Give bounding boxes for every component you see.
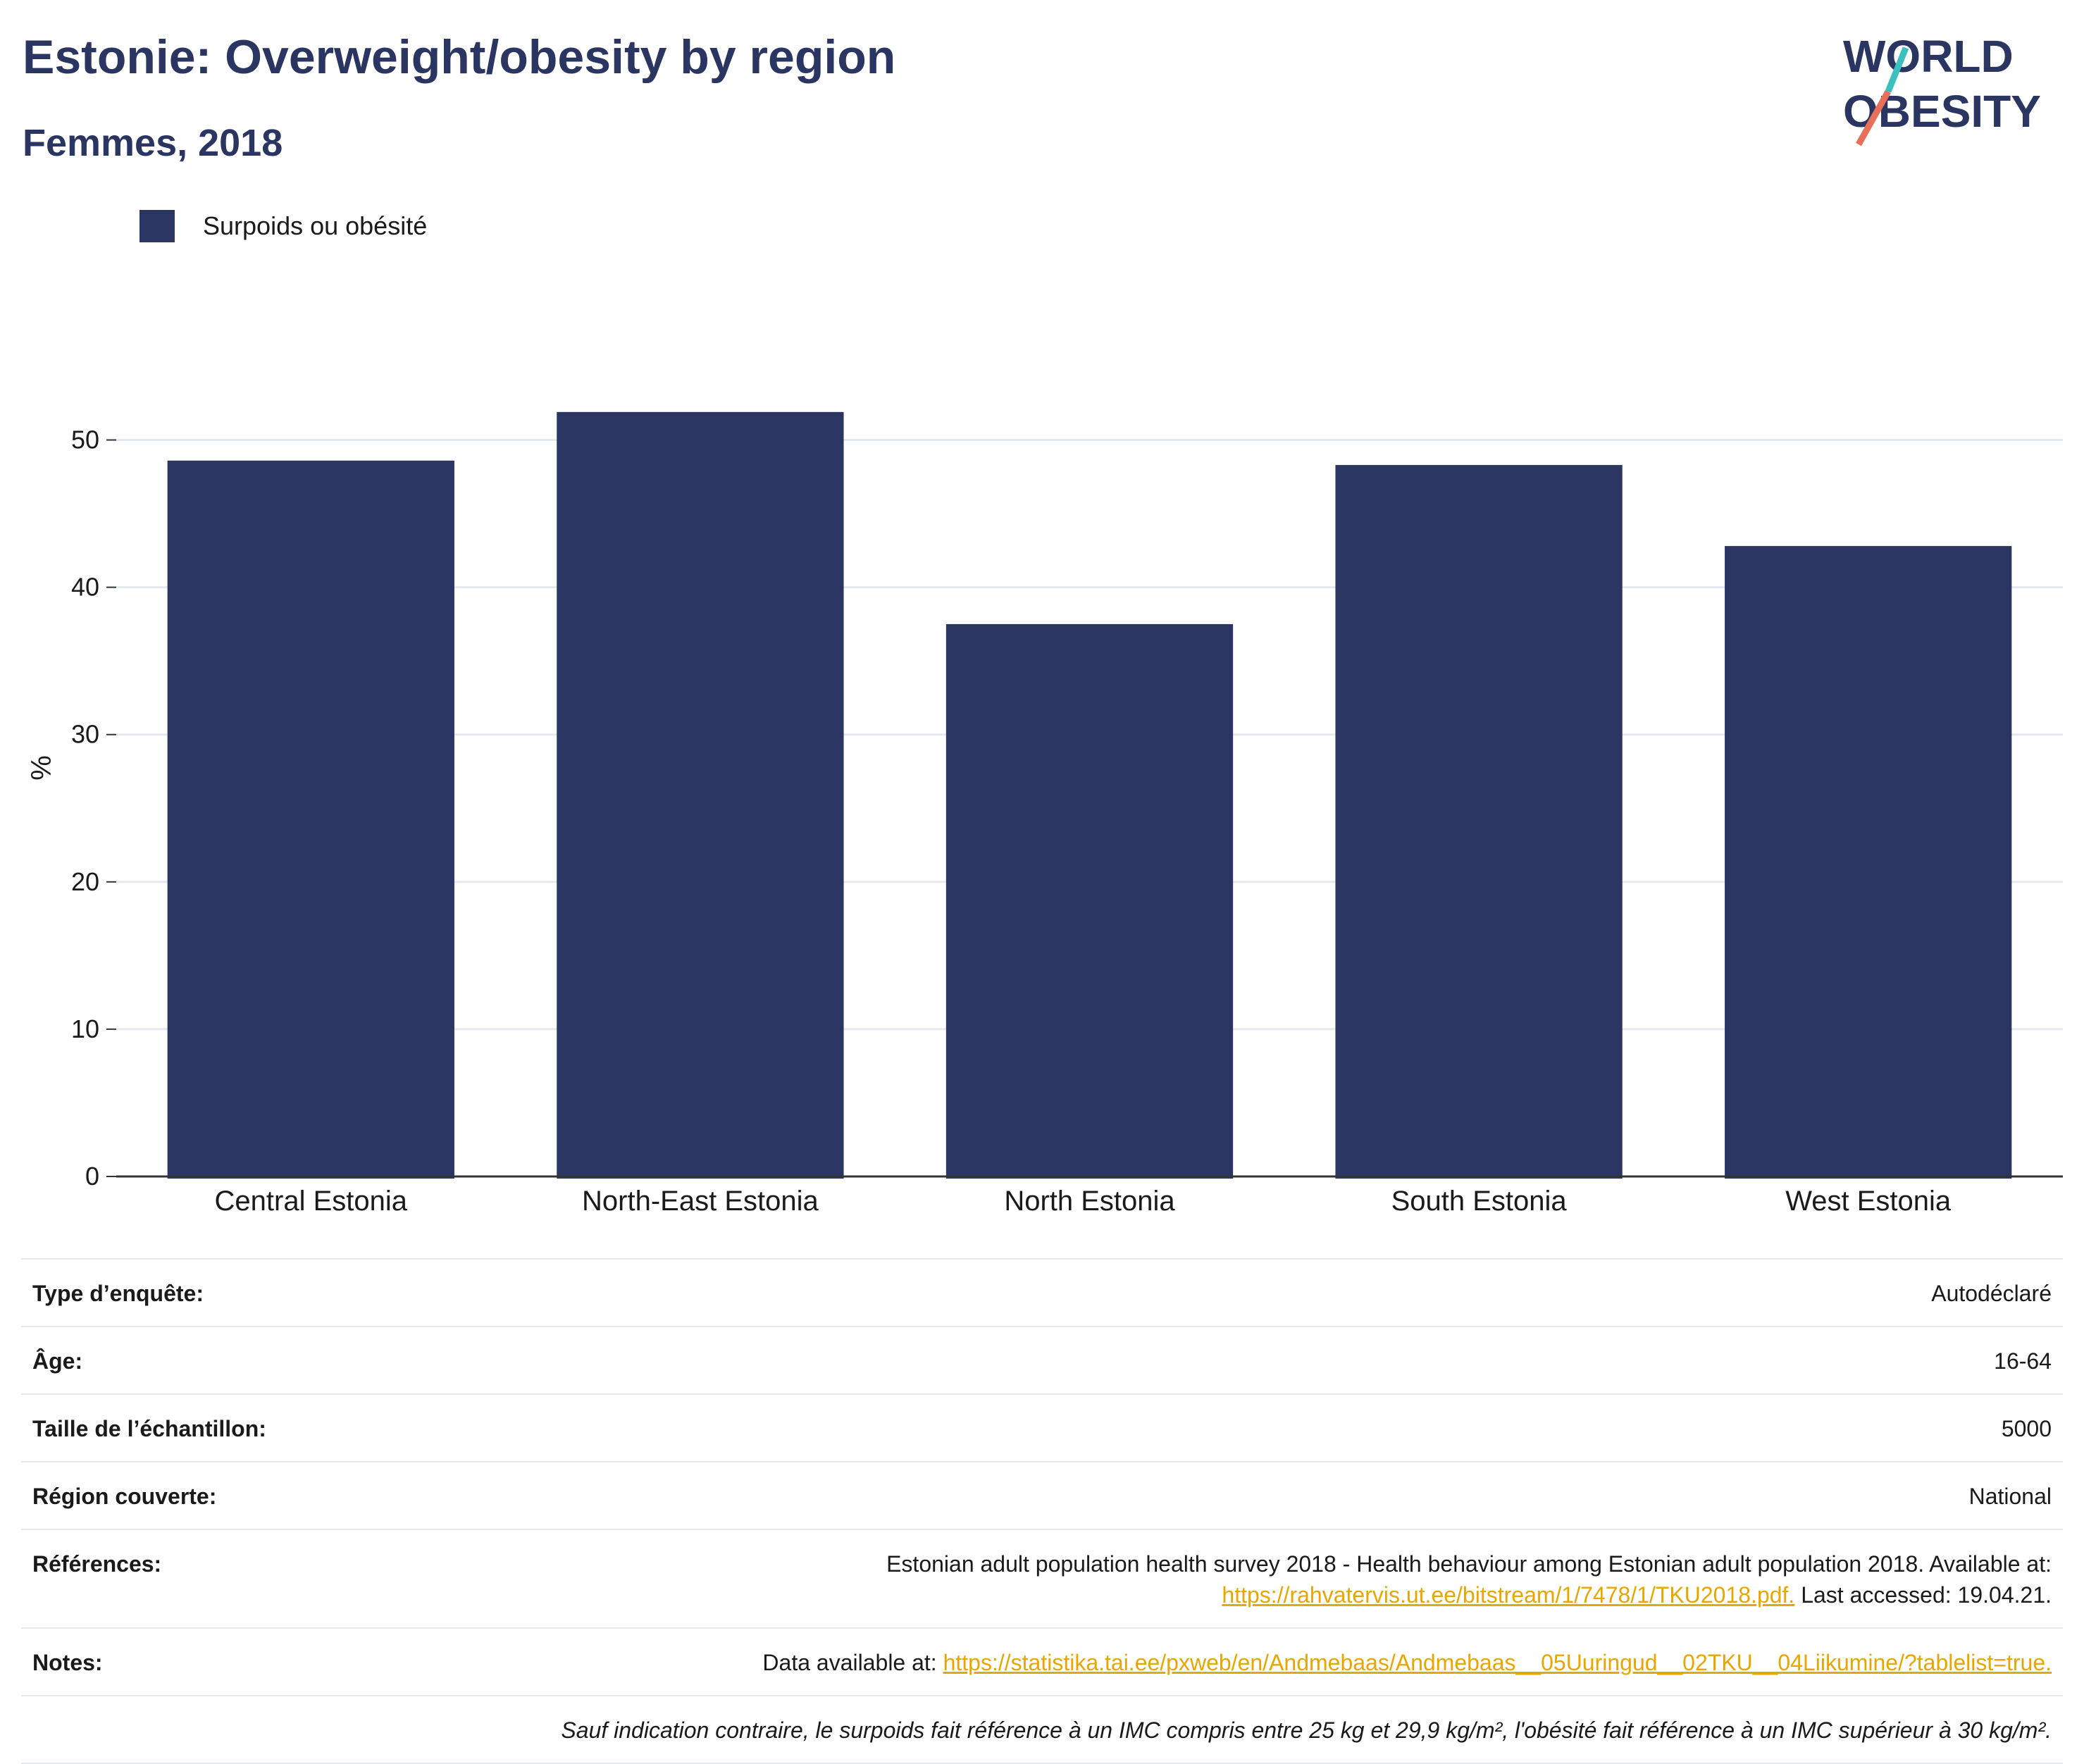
footnote: Sauf indication contraire, le surpoids f… bbox=[561, 1718, 2052, 1743]
axes: 0 10 20 30 40 50 Central Estonia North-East Est… bbox=[71, 426, 2063, 1217]
y-tick-label: 30 bbox=[71, 720, 99, 749]
meta-value: Estonian adult population health survey … bbox=[886, 1548, 2052, 1610]
legend-swatch bbox=[139, 210, 175, 242]
legend-label: Surpoids ou obésité bbox=[203, 211, 428, 240]
y-tick-label: 40 bbox=[71, 573, 99, 602]
references-text: Estonian adult population health survey … bbox=[886, 1551, 2052, 1577]
bar bbox=[1335, 465, 1623, 1179]
notes-text: Data available at: bbox=[762, 1650, 943, 1675]
meta-row-footnote: Sauf indication contraire, le surpoids f… bbox=[21, 1696, 2063, 1764]
x-tick-label: South Estonia bbox=[1391, 1186, 1568, 1217]
chart-subtitle: Femmes, 2018 bbox=[23, 122, 283, 164]
references-link[interactable]: https://rahvatervis.ut.ee/bitstream/1/74… bbox=[1222, 1582, 1795, 1608]
meta-row-region: Région couverte: National bbox=[21, 1462, 2063, 1530]
meta-value: National bbox=[1968, 1484, 2052, 1509]
legend: Surpoids ou obésité bbox=[139, 210, 427, 242]
bars bbox=[167, 411, 2012, 1179]
meta-key: Type d’enquête: bbox=[32, 1281, 204, 1306]
bar bbox=[945, 623, 1234, 1179]
x-tick-label: North Estonia bbox=[1004, 1186, 1175, 1217]
bar bbox=[1725, 546, 2012, 1179]
y-tick-label: 0 bbox=[85, 1162, 99, 1191]
x-tick-label: West Estonia bbox=[1785, 1186, 1952, 1217]
meta-value: Data available at: https://statistika.ta… bbox=[762, 1647, 2052, 1678]
y-tick-label: 20 bbox=[71, 867, 99, 896]
x-tick-label: North-East Estonia bbox=[582, 1186, 819, 1217]
meta-row-age: Âge: 16-64 bbox=[21, 1327, 2063, 1395]
x-tick-label: Central Estonia bbox=[215, 1186, 408, 1217]
chart-title: Estonie: Overweight/obesity by region bbox=[23, 30, 896, 84]
meta-value: Autodéclaré bbox=[1931, 1281, 2052, 1306]
bar-chart: 0 10 20 30 40 50 Central Estonia North-East Est… bbox=[26, 411, 2063, 1217]
bar bbox=[167, 460, 454, 1179]
notes-link[interactable]: https://statistika.tai.ee/pxweb/en/Andme… bbox=[943, 1650, 2052, 1675]
logo-line1: WORLD bbox=[1843, 31, 2014, 82]
metadata-table: Type d’enquête: Autodéclaré Âge: 16-64 T… bbox=[21, 1258, 2063, 1764]
references-accessed: Last accessed: 19.04.21. bbox=[1794, 1582, 2052, 1608]
meta-row-sample-size: Taille de l’échantillon: 5000 bbox=[21, 1395, 2063, 1462]
meta-key: Taille de l’échantillon: bbox=[32, 1416, 266, 1441]
y-tick-label: 10 bbox=[71, 1014, 99, 1043]
meta-row-references: Références: Estonian adult population he… bbox=[21, 1530, 2063, 1629]
meta-key: Notes: bbox=[32, 1650, 103, 1675]
y-tick-label: 50 bbox=[71, 426, 99, 454]
world-obesity-logo: WORLD OBESITY bbox=[1843, 31, 2041, 147]
logo-slash-red bbox=[1856, 89, 1891, 147]
meta-key: Région couverte: bbox=[32, 1484, 217, 1509]
meta-key: Références: bbox=[32, 1551, 162, 1577]
meta-key: Âge: bbox=[32, 1348, 83, 1374]
y-axis-label: % bbox=[26, 755, 57, 781]
meta-value: 5000 bbox=[2001, 1416, 2052, 1441]
bar bbox=[557, 411, 844, 1179]
logo-line2: OBESITY bbox=[1843, 86, 2041, 137]
meta-row-survey-type: Type d’enquête: Autodéclaré bbox=[21, 1260, 2063, 1327]
logo-slash-teal bbox=[1885, 46, 1909, 93]
meta-value: 16-64 bbox=[1994, 1348, 2052, 1374]
meta-row-notes: Notes: Data available at: https://statis… bbox=[21, 1629, 2063, 1696]
